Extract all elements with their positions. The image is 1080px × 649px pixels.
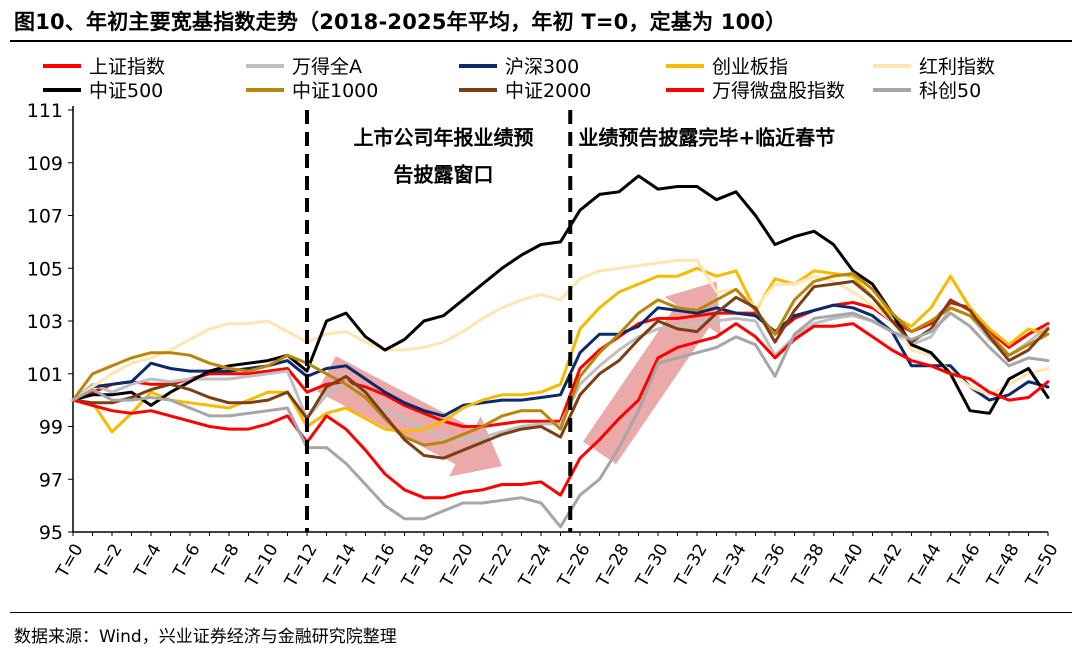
- legend-label: 创业板指: [712, 56, 788, 78]
- x-tick-label: T=34: [710, 540, 751, 591]
- legend-label: 沪深300: [505, 56, 579, 78]
- series-line-9: [71, 322, 1050, 500]
- series-line-10: [71, 311, 1050, 529]
- y-tick-label: 95: [39, 522, 63, 544]
- legend-label: 中证500: [89, 80, 163, 102]
- source-note: 数据来源：Wind，兴业证券经济与金融研究院整理: [14, 627, 397, 647]
- legend-label: 上证指数: [89, 56, 165, 78]
- y-tick-label: 103: [27, 311, 63, 333]
- y-tick-label: 107: [27, 206, 63, 228]
- series-line-7: [71, 272, 1050, 447]
- x-tick-label: T=0: [52, 540, 88, 582]
- x-tick-label: T=46: [944, 540, 985, 591]
- annotation-1: 上市公司年报业绩预: [354, 125, 534, 149]
- title-rule: [10, 40, 1072, 42]
- legend-label: 中证1000: [292, 80, 378, 102]
- figure-title: 图10、年初主要宽基指数走势（2018-2025年平均，年初 T=0，定基为 1…: [14, 10, 787, 34]
- x-tick-label: T=28: [593, 540, 634, 591]
- y-tick-label: 109: [27, 153, 63, 175]
- y-tick-label: 99: [39, 417, 63, 439]
- x-tick-label: T=36: [749, 540, 790, 591]
- x-tick-label: T=26: [554, 540, 595, 591]
- legend-label: 红利指数: [919, 56, 995, 78]
- legend-label: 中证2000: [505, 80, 591, 102]
- legend-label: 科创50: [919, 80, 981, 102]
- x-tick-label: T=14: [320, 540, 361, 591]
- x-tick-label: T=40: [827, 540, 868, 591]
- series-line-5: [71, 258, 1050, 402]
- x-tick-label: T=2: [91, 540, 127, 582]
- x-tick-label: T=24: [515, 540, 556, 591]
- x-tick-label: T=32: [671, 540, 712, 591]
- annotation-3: 业绩预告披露完毕+临近春节: [578, 125, 835, 149]
- trend-arrow-1: [317, 356, 502, 477]
- source-rule: [10, 612, 1072, 613]
- x-tick-label: T=44: [905, 540, 946, 591]
- y-tick-label: 105: [27, 258, 63, 280]
- x-tick-label: T=6: [169, 540, 205, 582]
- x-tick-label: T=20: [437, 540, 478, 591]
- x-tick-label: T=10: [242, 540, 283, 591]
- x-tick-label: T=50: [1022, 540, 1063, 591]
- legend-label: 万得全A: [292, 56, 362, 78]
- series-line-4: [71, 266, 1050, 434]
- x-tick-label: T=48: [983, 540, 1024, 591]
- x-tick-label: T=8: [208, 540, 244, 582]
- x-tick-label: T=4: [130, 540, 166, 582]
- annotation-2: 告披露窗口: [394, 162, 494, 186]
- x-tick-label: T=12: [281, 540, 322, 591]
- x-tick-label: T=42: [866, 540, 907, 591]
- x-tick-label: T=38: [788, 540, 829, 591]
- y-tick-label: 101: [27, 364, 63, 386]
- y-tick-label: 111: [27, 100, 63, 122]
- x-tick-label: T=16: [359, 540, 400, 591]
- x-tick-label: T=30: [632, 540, 673, 591]
- y-tick-label: 97: [39, 469, 63, 491]
- series-line-8: [71, 279, 1050, 460]
- x-tick-label: T=22: [476, 540, 517, 591]
- x-tick-label: T=18: [398, 540, 439, 591]
- legend-label: 万得微盘股指数: [712, 80, 845, 102]
